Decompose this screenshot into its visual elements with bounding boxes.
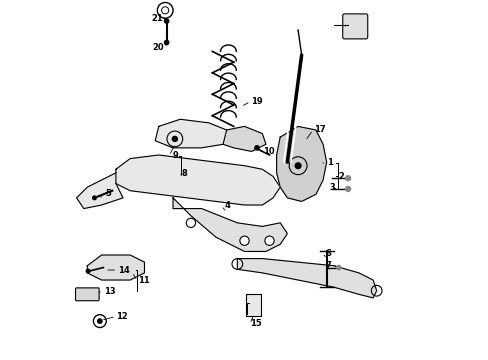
Text: 15: 15 [250,319,262,328]
Polygon shape [237,258,376,298]
Bar [246,294,260,316]
Circle shape [171,136,178,142]
Circle shape [335,265,341,270]
Circle shape [344,186,350,192]
Text: 11: 11 [138,276,149,285]
FancyBboxPatch shape [75,288,99,301]
Polygon shape [87,255,144,280]
Circle shape [294,162,301,169]
Polygon shape [223,126,265,152]
Circle shape [85,269,90,274]
Text: 8: 8 [181,169,187,178]
Polygon shape [77,173,123,208]
Text: 9: 9 [172,151,178,160]
Circle shape [264,236,274,246]
Circle shape [344,175,350,181]
Text: 6: 6 [325,249,331,258]
Polygon shape [116,155,280,205]
Circle shape [254,145,259,151]
Text: 1: 1 [326,158,332,167]
Text: 19: 19 [251,97,262,106]
Text: 4: 4 [224,201,230,210]
Circle shape [163,40,169,45]
Polygon shape [173,198,287,251]
Polygon shape [155,119,226,148]
Text: 12: 12 [116,312,128,321]
Polygon shape [276,126,326,202]
Text: 10: 10 [263,147,274,156]
Text: 21: 21 [151,14,163,23]
Text: 16: 16 [249,299,261,308]
Circle shape [186,218,195,228]
Circle shape [92,195,97,201]
Text: 2: 2 [338,172,344,181]
Text: 18: 18 [354,20,366,29]
Text: 20: 20 [152,43,163,52]
Circle shape [163,18,169,24]
FancyBboxPatch shape [342,14,367,39]
Text: 7: 7 [325,261,331,270]
Text: 13: 13 [103,287,115,296]
Text: 14: 14 [118,266,129,275]
Circle shape [240,236,248,246]
Circle shape [97,318,102,324]
Text: 3: 3 [328,183,334,192]
Text: 5: 5 [105,189,111,198]
Text: 17: 17 [313,126,325,135]
